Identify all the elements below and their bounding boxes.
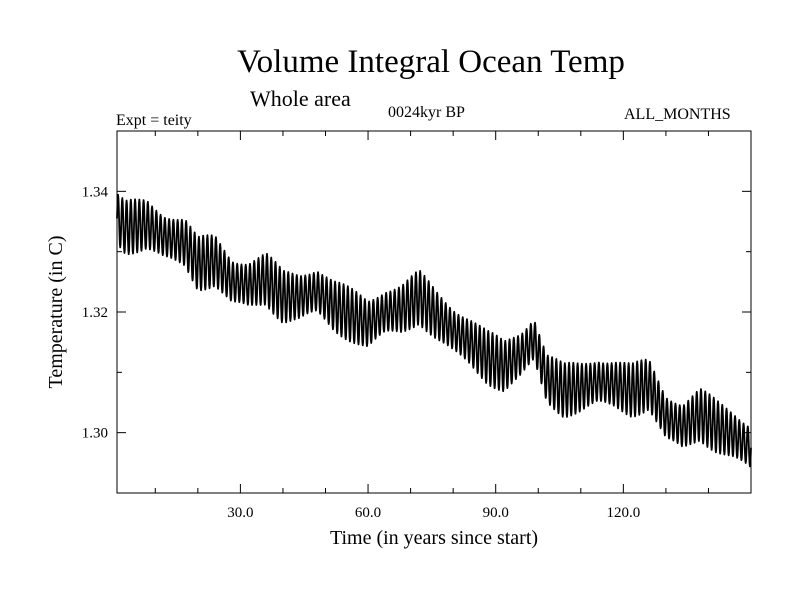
- axis-ticks: [117, 131, 751, 493]
- y-tick-label: 1.30: [82, 426, 108, 442]
- months-label: ALL_MONTHS: [624, 106, 731, 123]
- period-label: 0024kyr BP: [388, 104, 465, 121]
- x-axis-title: Time (in years since start): [330, 527, 538, 549]
- experiment-label: Expt = teity: [116, 112, 192, 129]
- x-tick-label: 60.0: [355, 505, 381, 521]
- x-tick-label: 90.0: [483, 505, 509, 521]
- x-tick-label: 30.0: [227, 505, 253, 521]
- y-tick-labels: 1.30 1.32 1.34: [82, 184, 109, 441]
- series-line: [116, 193, 752, 468]
- x-tick-label: 120.0: [606, 505, 640, 521]
- y-tick-label: 1.32: [82, 305, 108, 321]
- y-tick-label: 1.34: [82, 184, 109, 200]
- chart-title: Volume Integral Ocean Temp: [237, 44, 625, 80]
- chart-subtitle: Whole area: [250, 86, 351, 111]
- x-tick-labels: 30.0 60.0 90.0 120.0: [227, 505, 640, 521]
- y-axis-title: Temperature (in C): [45, 236, 67, 389]
